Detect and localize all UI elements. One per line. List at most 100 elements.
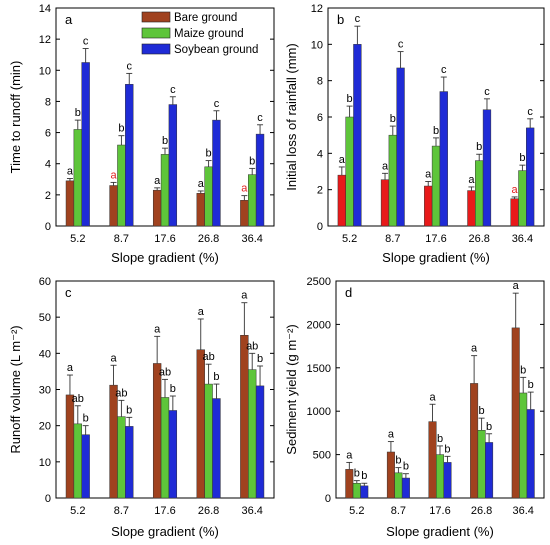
sig-letter-b-2-1: b bbox=[433, 125, 439, 137]
bar-b-1-0 bbox=[380, 179, 390, 227]
sig-letter-c-1-2: b bbox=[126, 404, 132, 416]
bar-d-1-1 bbox=[394, 472, 403, 499]
sig-letter-c-1-1: ab bbox=[115, 387, 127, 399]
sig-letter-a-4-2: c bbox=[257, 112, 263, 124]
bar-d-0-1 bbox=[352, 482, 361, 499]
bar-d-1-0 bbox=[386, 451, 395, 499]
bar-a-2-2 bbox=[168, 104, 178, 227]
x-axis-label-b: Slope gradient (%) bbox=[382, 250, 490, 265]
bar-a-1-1 bbox=[117, 144, 126, 227]
y-tick-label-a-7: 14 bbox=[39, 3, 51, 15]
sig-letter-a-0-2: c bbox=[83, 35, 89, 47]
bar-b-4-1 bbox=[518, 170, 527, 227]
sig-letter-b-3-1: b bbox=[476, 141, 482, 153]
panel-a-chart: 0 2 4 6 8 10 12 14 5.2 a b c 8.7 a b c 17.6 a b c 26.8 a b c 36.… bbox=[8, 3, 275, 265]
y-tick-label-d-3: 1500 bbox=[307, 363, 331, 375]
bar-d-4-2 bbox=[526, 409, 535, 499]
y-tick-label-b-4: 8 bbox=[317, 76, 323, 88]
legend-label-soybean: Soybean ground bbox=[174, 44, 258, 56]
bar-b-1-1 bbox=[388, 134, 397, 227]
y-tick-label-a-0: 0 bbox=[45, 221, 51, 233]
x-tick-label-d-3: 26.8 bbox=[471, 505, 492, 517]
y-tick-label-d-1: 500 bbox=[313, 450, 331, 462]
sig-letter-a-2-2: c bbox=[170, 84, 176, 96]
x-axis-label-c: Slope gradient (%) bbox=[111, 524, 219, 539]
y-tick-label-b-0: 0 bbox=[317, 221, 323, 233]
bar-a-0-0 bbox=[65, 180, 75, 227]
bar-a-3-0 bbox=[196, 193, 205, 227]
bar-a-2-0 bbox=[152, 189, 162, 227]
sig-letter-c-0-1: ab bbox=[72, 393, 84, 405]
bar-c-1-2 bbox=[125, 426, 134, 499]
bar-c-2-0 bbox=[152, 363, 162, 499]
panel-b-chart: 0246810125.2abc8.7abc17.6abc26.8abc36.4a… bbox=[284, 3, 545, 265]
sig-letter-d-1-2: b bbox=[403, 461, 409, 473]
sig-letter-a-3-0: a bbox=[198, 178, 205, 190]
bar-a-2-1 bbox=[160, 154, 170, 227]
sig-letter-c-2-0: a bbox=[154, 323, 161, 335]
x-tick-label-a-0: 5.2 bbox=[70, 233, 85, 245]
sig-letter-a-4-1: b bbox=[249, 155, 255, 167]
sig-letter-c-4-1: ab bbox=[246, 340, 258, 352]
sig-letter-a-0-0: a bbox=[67, 166, 74, 178]
sig-letter-d-0-1: b bbox=[354, 468, 360, 480]
y-axis-label-c: Runoff volume (L m⁻²) bbox=[8, 325, 23, 453]
bar-b-2-1 bbox=[431, 145, 441, 227]
bar-b-4-2 bbox=[526, 127, 535, 227]
bar-b-0-0 bbox=[337, 174, 346, 227]
sig-letter-c-2-1: ab bbox=[159, 366, 171, 378]
bar-a-1-0 bbox=[109, 185, 118, 227]
bar-c-4-0 bbox=[240, 335, 249, 499]
legend-label-bare: Bare ground bbox=[174, 12, 237, 24]
bar-c-3-1 bbox=[204, 383, 213, 499]
x-tick-label-d-4: 36.4 bbox=[512, 505, 533, 517]
sig-letter-d-1-1: b bbox=[395, 455, 401, 467]
bar-d-0-2 bbox=[360, 485, 369, 499]
bar-a-4-0 bbox=[240, 200, 249, 227]
panel-c-chart: 01020304050605.2aabb8.7aabb17.6aabb26.8a… bbox=[8, 276, 275, 539]
sig-letter-b-0-0: a bbox=[339, 154, 346, 166]
x-tick-label-b-2: 17.6 bbox=[425, 233, 446, 245]
x-tick-label-b-1: 8.7 bbox=[385, 233, 400, 245]
x-tick-label-d-0: 5.2 bbox=[349, 505, 364, 517]
y-tick-label-a-1: 2 bbox=[45, 190, 51, 202]
sig-letter-d-3-0: a bbox=[471, 343, 478, 355]
bar-a-4-1 bbox=[248, 174, 257, 227]
y-tick-label-a-2: 4 bbox=[45, 159, 51, 171]
x-tick-label-a-1: 8.7 bbox=[114, 233, 129, 245]
bar-c-0-0 bbox=[65, 394, 75, 499]
legend-swatch-bare bbox=[141, 11, 171, 23]
y-tick-label-c-6: 60 bbox=[39, 276, 51, 288]
x-tick-label-d-2: 17.6 bbox=[429, 505, 450, 517]
y-tick-label-c-0: 0 bbox=[45, 493, 51, 505]
bar-b-0-2 bbox=[353, 44, 362, 227]
bar-c-3-2 bbox=[212, 398, 221, 499]
sig-letter-a-1-2: c bbox=[126, 60, 132, 72]
bar-a-0-1 bbox=[73, 129, 82, 227]
sig-letter-a-4-0: a bbox=[241, 183, 248, 195]
y-tick-label-d-0: 0 bbox=[325, 493, 331, 505]
sig-letter-c-0-0: a bbox=[67, 362, 74, 374]
bar-c-2-2 bbox=[168, 410, 178, 499]
bar-b-2-2 bbox=[439, 91, 448, 227]
bar-d-3-1 bbox=[477, 430, 486, 499]
y-tick-label-a-3: 6 bbox=[45, 128, 51, 140]
sig-letter-b-4-0: a bbox=[512, 184, 519, 196]
bar-c-1-0 bbox=[109, 384, 118, 499]
x-axis-label-d: Slope gradient (%) bbox=[386, 524, 494, 539]
sig-letter-b-2-0: a bbox=[425, 168, 432, 180]
sig-letter-d-4-0: a bbox=[513, 280, 520, 292]
bar-b-3-2 bbox=[482, 109, 492, 227]
sig-letter-b-0-1: b bbox=[347, 93, 353, 105]
x-tick-label-a-2: 17.6 bbox=[154, 233, 175, 245]
sig-letter-d-0-0: a bbox=[346, 449, 353, 461]
y-tick-label-a-5: 10 bbox=[39, 65, 51, 77]
bar-d-3-0 bbox=[470, 383, 479, 499]
bar-b-4-0 bbox=[510, 198, 519, 227]
bar-d-2-0 bbox=[428, 421, 437, 499]
y-tick-label-c-4: 40 bbox=[39, 348, 51, 360]
sig-letter-c-4-2: b bbox=[257, 353, 263, 365]
sig-letter-d-2-1: b bbox=[437, 433, 443, 445]
x-tick-label-b-4: 36.4 bbox=[512, 233, 533, 245]
